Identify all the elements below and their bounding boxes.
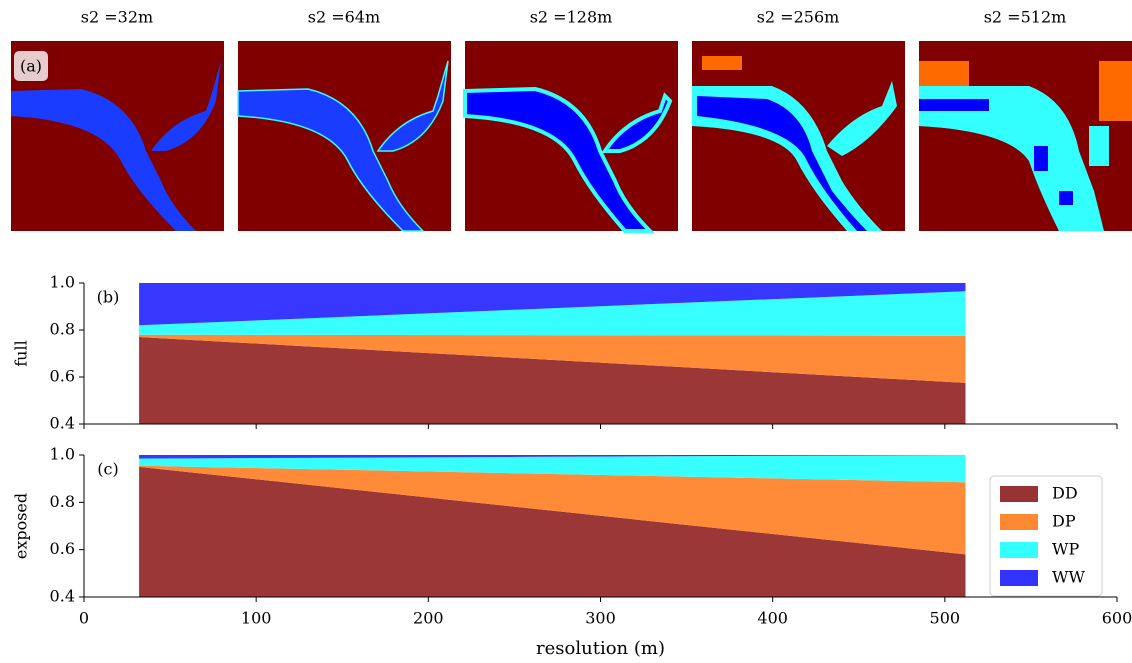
image-title: s2 =256m (757, 8, 840, 27)
image-title: s2 =64m (308, 8, 380, 27)
y-tick-label: 1.0 (50, 273, 75, 292)
y-tick-label: 0.8 (50, 320, 75, 339)
image-title: s2 =512m (984, 8, 1067, 27)
x-tick-label: 100 (241, 609, 272, 628)
y-tick-label: 0.6 (50, 367, 75, 386)
image-title: s2 =128m (530, 8, 613, 27)
y-tick-label: 0.4 (50, 587, 75, 606)
legend-swatch (1000, 542, 1038, 558)
x-axis-label: resolution (m) (536, 638, 665, 659)
y-tick-label: 0.4 (50, 414, 75, 433)
panel-label: (c) (97, 460, 118, 479)
map-512 (919, 41, 1132, 231)
y-tick-label: 0.6 (50, 539, 75, 558)
image-title: s2 =32m (81, 8, 153, 27)
image-row: (a) (11, 41, 1132, 231)
y-tick-label: 1.0 (50, 445, 75, 464)
map-64 (238, 41, 451, 231)
figure: (a) s2 =32m s2 =64m s2 =128m s2 =256m s2 =51… (0, 0, 1132, 663)
panel-label: (b) (97, 288, 120, 307)
legend-label: DP (1052, 512, 1076, 531)
legend-label: WP (1052, 540, 1079, 559)
x-tick-label: 400 (757, 609, 788, 628)
panel-label: (a) (20, 57, 42, 76)
legend-swatch (1000, 570, 1038, 586)
x-tick-label: 600 (1102, 609, 1132, 628)
x-tick-label: 0 (79, 609, 89, 628)
legend-label: DD (1052, 484, 1078, 503)
y-axis-label: exposed (12, 493, 31, 559)
map-256 (692, 41, 905, 231)
y-tick-label: 0.8 (50, 492, 75, 511)
x-tick-label: 200 (413, 609, 444, 628)
legend-swatch (1000, 514, 1038, 530)
legend-swatch (1000, 486, 1038, 502)
y-axis-label: full (12, 340, 31, 366)
legend-label: WW (1052, 568, 1085, 587)
x-tick-label: 500 (930, 609, 961, 628)
x-tick-label: 300 (585, 609, 616, 628)
map-128 (465, 41, 678, 231)
